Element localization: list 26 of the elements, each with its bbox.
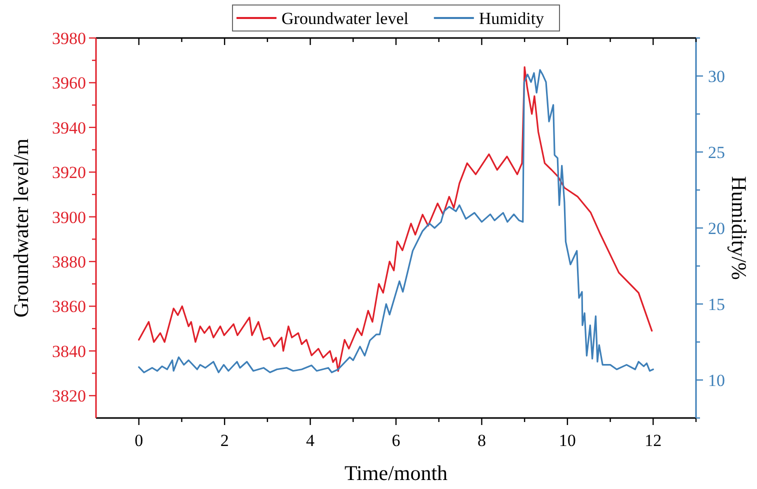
y2-tick-label: 25 <box>708 143 725 162</box>
x-tick-label: 2 <box>220 431 229 450</box>
x-tick-label: 12 <box>644 431 662 450</box>
y2-tick-label: 10 <box>708 371 725 390</box>
y2-tick-label: 20 <box>708 219 725 238</box>
x-tick-label: 4 <box>306 431 316 450</box>
y-tick-label: 3980 <box>52 29 86 48</box>
y2-tick-label: 15 <box>708 295 725 314</box>
y-tick-label: 3960 <box>52 74 86 93</box>
y2-tick-label: 30 <box>708 67 725 86</box>
x-tick-label: 6 <box>392 431 400 450</box>
x-axis-title: Time/month <box>344 461 448 485</box>
y-tick-label: 3880 <box>52 252 86 272</box>
y-tick-label: 3920 <box>52 163 86 182</box>
legend-label: Humidity <box>478 9 545 28</box>
x-tick-label: 0 <box>134 431 144 450</box>
y-tick-label: 3860 <box>52 297 86 316</box>
y-axis-title: Groundwater level/m <box>9 138 33 318</box>
y-tick-label: 3900 <box>52 208 86 227</box>
x-tick-label: 8 <box>477 431 486 450</box>
y-tick-label: 3840 <box>52 342 86 361</box>
legend-label: Groundwater level <box>282 9 409 28</box>
y-tick-label: 3940 <box>52 118 86 138</box>
y-tick-label: 3820 <box>52 386 86 406</box>
x-tick-label: 10 <box>558 431 576 450</box>
y2-axis-title: Humidity/% <box>727 176 751 280</box>
